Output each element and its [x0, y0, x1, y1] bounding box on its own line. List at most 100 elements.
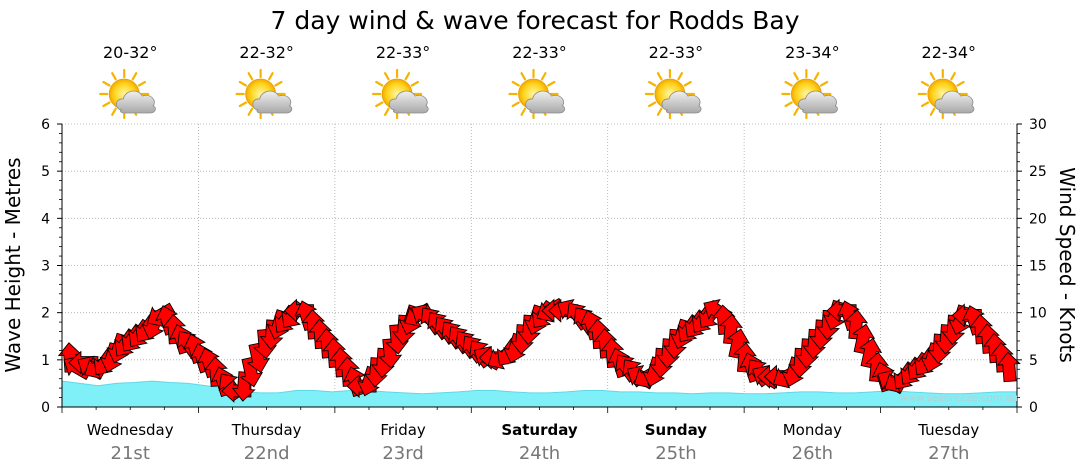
sun-ray [784, 101, 793, 108]
sun-ray [793, 72, 799, 81]
partly-cloudy-icon [235, 68, 293, 120]
day-date: 22nd [244, 443, 290, 464]
left-tick-label: 4 [41, 211, 50, 227]
wave-series [61, 380, 1018, 408]
sun-ray [540, 72, 547, 81]
chart-title: 7 day wind & wave forecast for Rodds Bay [270, 6, 799, 35]
day-name: Thursday [231, 421, 302, 439]
cloud-shape [252, 90, 293, 114]
temperature-range: 22-34° [922, 43, 977, 62]
sun-ray [247, 107, 254, 116]
temperature-range: 22-33° [376, 43, 431, 62]
right-tick-label: 0 [1029, 400, 1038, 416]
sun-ray [520, 72, 527, 81]
day-date: 25th [655, 443, 696, 464]
temperature-range: 22-33° [512, 43, 567, 62]
day-name: Sunday [645, 421, 708, 439]
sun-ray [677, 72, 684, 81]
partly-cloudy-icon [99, 68, 156, 120]
right-tick-label: 20 [1029, 211, 1047, 227]
wind-arrow-shape [239, 356, 264, 388]
sun-ray [956, 80, 965, 87]
sun-ray [375, 80, 384, 87]
wind-arrow-shape [378, 338, 403, 369]
wind-arrow [239, 356, 264, 388]
right-tick-label: 10 [1029, 306, 1047, 322]
sun-ray [819, 80, 829, 87]
partly-cloudy-icon [644, 68, 702, 120]
weather-icons [99, 68, 975, 120]
left-tick-label: 3 [41, 259, 50, 275]
left-tick-label: 0 [41, 400, 50, 416]
left-axis-label: Wave Height - Metres [1, 157, 25, 372]
sun-ray [137, 80, 147, 87]
wind-arrow [378, 338, 403, 369]
sun-ray [784, 80, 793, 87]
day-date: 24th [519, 443, 560, 464]
day-name: Wednesday [87, 421, 174, 439]
partly-cloudy-icon [917, 68, 975, 120]
sun-ray [410, 80, 419, 87]
sun-ray [238, 80, 248, 87]
day-date: 23rd [382, 443, 423, 464]
sun-ray [238, 101, 248, 108]
wind-arrow-shape [246, 342, 271, 374]
wind-arrow [246, 342, 271, 374]
left-tick-label: 5 [41, 164, 50, 180]
day-date: 26th [792, 443, 833, 464]
sun-ray [404, 72, 411, 81]
partly-cloudy-icon [371, 68, 429, 120]
sun-ray [656, 72, 663, 81]
partly-cloudy-icon [781, 68, 838, 120]
temperature-range: 22-33° [649, 43, 704, 62]
left-tick-label: 2 [41, 306, 50, 322]
day-labels: Wednesday 21st Thursday 22nd Friday 23rd Satur… [87, 421, 980, 464]
sun-ray [683, 80, 692, 87]
cloud-shape [934, 90, 975, 114]
right-tick-label: 5 [1029, 353, 1038, 369]
day-name: Monday [783, 421, 842, 439]
sun-ray [920, 80, 930, 87]
wind-arrow-shape [996, 351, 1021, 383]
sun-ray [111, 107, 117, 116]
sun-ray [929, 72, 936, 81]
sun-ray [950, 72, 956, 81]
wind-arrow [996, 351, 1021, 383]
sun-ray [656, 107, 663, 116]
left-tick-label: 1 [41, 353, 50, 369]
partly-cloudy-icon [508, 68, 566, 120]
left-tick-label: 6 [41, 117, 50, 133]
day-date: 27th [928, 443, 969, 464]
sun-ray [793, 107, 799, 116]
sun-ray [247, 72, 254, 81]
watermark: www.seabreeze.com.au [900, 393, 1018, 404]
cloud-shape [115, 90, 156, 114]
cloud-shape [525, 90, 566, 114]
sun-ray [274, 80, 283, 87]
right-tick-label: 15 [1029, 259, 1047, 275]
sun-ray [383, 107, 390, 116]
right-tick-label: 30 [1029, 117, 1047, 133]
sun-ray [511, 101, 520, 108]
sun-ray [268, 72, 274, 81]
sun-ray [929, 107, 936, 116]
sun-ray [520, 107, 527, 116]
cloud-shape [798, 90, 838, 114]
sun-ray [383, 72, 390, 81]
sun-ray [111, 72, 117, 81]
day-name: Tuesday [917, 421, 979, 439]
wind-series [57, 297, 1021, 403]
sun-ray [648, 80, 657, 87]
sun-ray [511, 80, 520, 87]
sun-ray [547, 80, 556, 87]
axes: 0 1 2 3 4 5 6 0 5 10 15 20 25 30 [41, 117, 1047, 416]
day-name: Friday [380, 421, 426, 439]
sun-ray [131, 72, 138, 81]
right-tick-label: 25 [1029, 164, 1047, 180]
day-date: 21st [111, 443, 150, 464]
right-axis-label: Wind Speed - Knots [1055, 167, 1079, 363]
temperature-range: 20-32° [103, 43, 158, 62]
temperature-labels: 20-32° 22-32° 22-33° 22-33° 22-33° 23-34° 22-3… [103, 43, 976, 62]
sun-ray [375, 101, 384, 108]
